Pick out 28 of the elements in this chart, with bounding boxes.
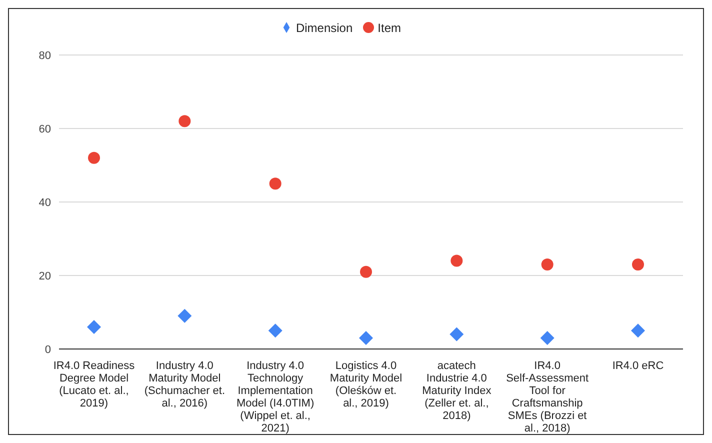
point xyxy=(269,178,282,190)
legend-label: Dimension xyxy=(296,21,353,35)
point xyxy=(88,152,100,164)
point xyxy=(178,308,192,323)
x-tick-label: IR4.0 eRC xyxy=(612,360,664,372)
point xyxy=(178,115,191,128)
x-tick-label: Logistics 4.0 Maturity Model (Oleśków et. al., 2019) xyxy=(330,360,402,410)
point xyxy=(540,330,554,345)
point xyxy=(541,258,554,270)
y-tick-label: 0 xyxy=(44,344,51,356)
x-tick-label: acatech Industrie 4.0 Maturity Index (Zeller et. al., 2018) xyxy=(422,360,492,422)
y-tick-label: 80 xyxy=(38,50,51,62)
point xyxy=(631,324,645,338)
legend-label: Item xyxy=(378,21,402,35)
point xyxy=(632,258,644,270)
x-tick-label: IR4.0 Readiness Degree Model (Lucato et. al., 2019) xyxy=(53,360,136,410)
x-tick-label: IR4.0 Self-Assessment Tool for Craftsmanship SMEs (Brozzi et al., 2018) xyxy=(506,360,589,434)
x-tick-label: Industry 4.0 Technology Implementation Model (I4.0TIM) (Wippel et. al., 2021) xyxy=(236,360,314,434)
y-tick-label: 60 xyxy=(38,123,51,136)
point xyxy=(450,254,463,267)
point xyxy=(450,327,464,342)
point xyxy=(268,324,282,338)
y-tick-label: 20 xyxy=(38,270,51,282)
y-tick-label: 40 xyxy=(38,196,51,209)
x-tick-label: Industry 4.0 Maturity Model (Schumacher et. al., 2016) xyxy=(144,360,226,410)
point xyxy=(360,266,372,278)
point xyxy=(87,320,101,334)
point xyxy=(359,330,373,345)
